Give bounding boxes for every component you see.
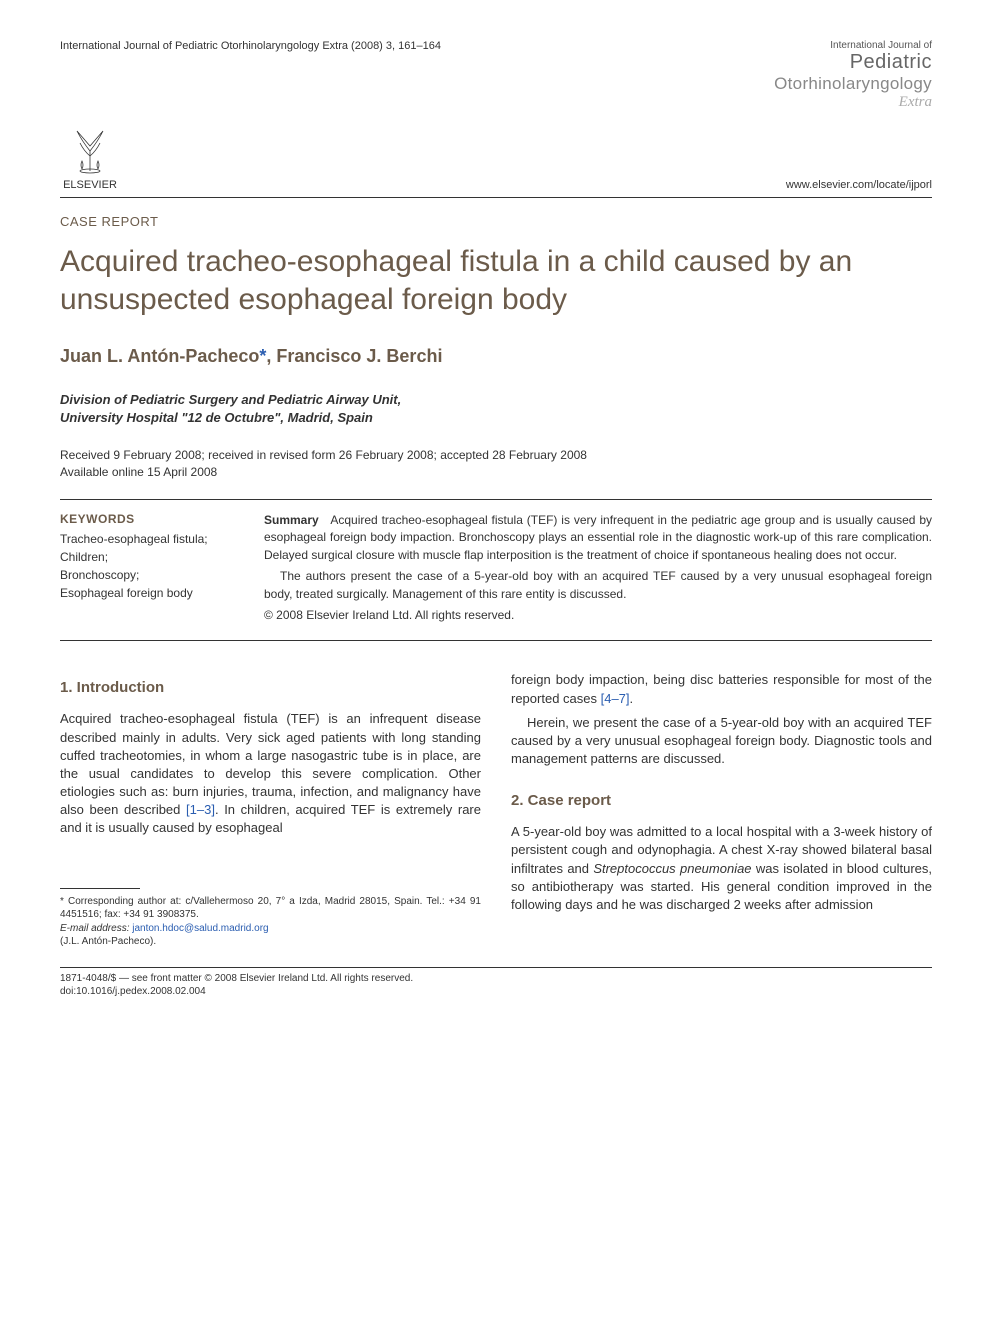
journal-url[interactable]: www.elsevier.com/locate/ijporl [786, 179, 932, 191]
dates-line1: Received 9 February 2008; received in re… [60, 447, 932, 464]
email-line: E-mail address: janton.hdoc@salud.madrid… [60, 922, 481, 936]
right-column: foreign body impaction, being disc batte… [511, 671, 932, 948]
body-columns: 1. Introduction Acquired tracheo-esophag… [60, 671, 932, 948]
ref-link-2[interactable]: [4–7] [601, 691, 630, 706]
summary-p1-text: Acquired tracheo-esophageal fistula (TEF… [264, 513, 932, 562]
keywords-column: KEYWORDS Tracheo-esophageal fistula; Chi… [60, 512, 240, 628]
article-type: CASE REPORT [60, 214, 932, 229]
journal-logo-line2: Pediatric [774, 51, 932, 74]
journal-logo-line4: Extra [774, 94, 932, 111]
doi: doi:10.1016/j.pedex.2008.02.004 [60, 985, 932, 999]
keywords-heading: KEYWORDS [60, 512, 240, 526]
case-heading: 2. Case report [511, 790, 932, 811]
intro-p1d: . [630, 691, 634, 706]
author-2: , Francisco J. Berchi [266, 346, 442, 366]
case-p1: A 5-year-old boy was admitted to a local… [511, 823, 932, 914]
email-author: (J.L. Antón-Pacheco). [60, 935, 481, 949]
article-title: Acquired tracheo-esophageal fistula in a… [60, 243, 932, 318]
logo-row: ELSEVIER www.elsevier.com/locate/ijporl [60, 119, 932, 191]
summary-p2: The authors present the case of a 5-year… [264, 568, 932, 603]
dates-line2: Available online 15 April 2008 [60, 464, 932, 481]
summary-p1: Summary Acquired tracheo-esophageal fist… [264, 512, 932, 564]
summary-column: Summary Acquired tracheo-esophageal fist… [264, 512, 932, 628]
affiliation-line2: University Hospital "12 de Octubre", Mad… [60, 409, 932, 427]
journal-logo-line3: Otorhinolaryngology [774, 74, 932, 94]
author-1: Juan L. Antón-Pacheco [60, 346, 259, 366]
bottom-info: 1871-4048/$ — see front matter © 2008 El… [60, 972, 932, 999]
header-row: International Journal of Pediatric Otorh… [60, 40, 932, 111]
footnote-separator [60, 888, 140, 889]
keywords-list: Tracheo-esophageal fistula; Children; Br… [60, 530, 240, 602]
journal-logo: International Journal of Pediatric Otorh… [774, 40, 932, 111]
journal-citation: International Journal of Pediatric Otorh… [60, 40, 441, 52]
email-label: E-mail address: [60, 923, 129, 934]
top-rule [60, 197, 932, 198]
authors: Juan L. Antón-Pacheco*, Francisco J. Ber… [60, 346, 932, 367]
corresponding-author: * Corresponding author at: c/Vallehermos… [60, 895, 481, 922]
intro-p1c: foreign body impaction, being disc batte… [511, 672, 932, 705]
intro-p1-cont: foreign body impaction, being disc batte… [511, 671, 932, 707]
journal-logo-line1: International Journal of [774, 40, 932, 51]
ref-link-1[interactable]: [1–3] [186, 802, 215, 817]
elsevier-tree-icon [60, 119, 120, 179]
intro-p1: Acquired tracheo-esophageal fistula (TEF… [60, 710, 481, 837]
affiliation-line1: Division of Pediatric Surgery and Pediat… [60, 391, 932, 409]
intro-p2: Herein, we present the case of a 5-year-… [511, 714, 932, 769]
intro-heading: 1. Introduction [60, 677, 481, 698]
bottom-rule [60, 967, 932, 968]
summary-label: Summary [264, 513, 319, 527]
summary-copyright: © 2008 Elsevier Ireland Ltd. All rights … [264, 607, 932, 624]
abstract-box: KEYWORDS Tracheo-esophageal fistula; Chi… [60, 499, 932, 641]
case-p1-italic: Streptococcus pneumoniae [593, 861, 751, 876]
elsevier-logo: ELSEVIER [60, 119, 120, 191]
affiliation: Division of Pediatric Surgery and Pediat… [60, 391, 932, 427]
article-dates: Received 9 February 2008; received in re… [60, 447, 932, 481]
bottom-copyright: 1871-4048/$ — see front matter © 2008 El… [60, 972, 932, 986]
footnote-block: * Corresponding author at: c/Vallehermos… [60, 895, 481, 949]
left-column: 1. Introduction Acquired tracheo-esophag… [60, 671, 481, 948]
email-address[interactable]: janton.hdoc@salud.madrid.org [132, 923, 268, 934]
publisher-name: ELSEVIER [63, 179, 117, 191]
